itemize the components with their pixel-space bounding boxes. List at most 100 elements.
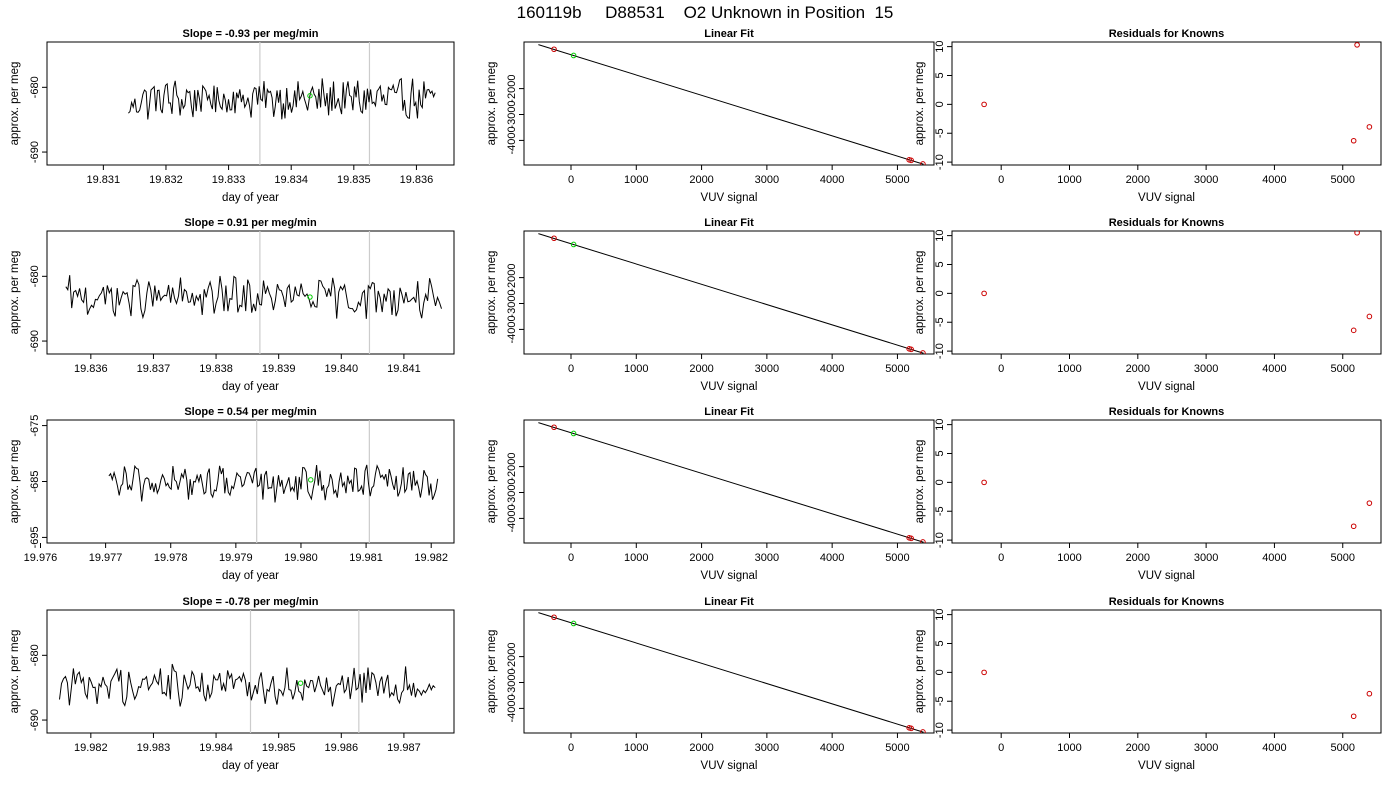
known-point [1366,690,1373,697]
panel-time-series-row-2: Slope = 0.91 per meg/min 19.836 19.837 19.8… [9,217,455,393]
x-tick-label: 3000 [1194,742,1218,754]
y-tick-label: -685 [29,470,41,492]
x-tick-label: 2000 [689,742,713,754]
x-tick-label: 4000 [820,742,844,754]
fit-line [538,233,924,354]
panel-title: Linear Fit [704,596,754,608]
x-tick-label: 4000 [1262,742,1286,754]
x-axis-label: VUV signal [701,192,758,204]
x-axis-label: day of year [222,760,279,772]
plot-frame [523,41,935,166]
x-tick-label: 5000 [885,174,909,186]
x-tick-label: 19.839 [262,363,296,375]
panel-time-series-row-1: Slope = -0.93 per meg/min 19.831 19.832 19.… [9,28,455,204]
x-tick-label: 19.840 [324,363,358,375]
plot-area [981,231,1373,334]
x-tick-label: 4000 [820,552,844,564]
x-tick-label: 3000 [755,742,779,754]
y-axis-label: approx. per meg [486,251,498,335]
fit-line [538,612,924,733]
x-axis-label: day of year [222,192,279,204]
plot-area [981,479,1373,530]
x-tick-label: 19.982 [74,742,108,754]
x-tick-label: 4000 [1262,363,1286,375]
known-point [920,729,926,733]
plot-area [538,44,926,165]
x-tick-label: 5000 [885,552,909,564]
known-point [920,350,926,354]
x-tick-label: 19.983 [137,742,171,754]
x-tick-label: 2000 [689,363,713,375]
y-tick-label: -10 [934,343,946,359]
known-point [981,101,987,108]
x-tick-label: 5000 [885,742,909,754]
y-axis-label: approx. per meg [9,440,21,524]
unknown-marker [307,294,313,300]
y-tick-label: -10 [934,154,946,170]
x-axis-label: VUV signal [1138,760,1195,772]
known-point [1366,313,1373,320]
known-point [908,157,914,164]
panel-residuals-row-1: Residuals for Knowns 0 1000 2000 3000 4000 500… [914,28,1382,204]
x-tick-label: 5000 [885,363,909,375]
x-tick-label: 19.838 [199,363,233,375]
known-point [1350,523,1357,530]
x-tick-label: 19.977 [89,552,123,564]
plot-frame [46,41,455,166]
y-tick-label: -3000 [506,289,518,317]
known-point [551,614,557,621]
y-tick-label: -675 [29,415,41,437]
known-point [920,161,926,165]
y-tick-label: 10 [934,40,946,52]
x-tick-label: 1000 [624,363,648,375]
x-tick-label: 3000 [1194,174,1218,186]
x-axis-label: day of year [222,570,279,582]
y-tick-label: -2000 [506,75,518,103]
known-point [981,479,987,486]
x-tick-label: 19.982 [414,552,448,564]
known-point [1366,124,1373,130]
known-point [920,539,926,543]
panel-title: Slope = 0.91 per meg/min [184,217,317,229]
known-point [551,46,557,53]
unknown-point [570,430,577,437]
x-tick-label: 4000 [1262,552,1286,564]
y-tick-label: 10 [934,418,946,430]
x-tick-label: 19.831 [87,174,121,186]
unknown-point [570,241,577,248]
x-tick-label: 3000 [755,174,779,186]
panel-linear-fit-row-1: Linear Fit 0 1000 2000 3000 4000 5000 -2000-300… [486,28,935,204]
y-axis-label: approx. per meg [914,630,926,714]
known-point [551,235,557,242]
x-axis-label: VUV signal [1138,381,1195,393]
plot-frame [46,419,455,544]
known-point [551,424,557,431]
y-axis-label: approx. per meg [486,62,498,146]
unknown-point [570,52,577,59]
x-tick-label: 19.978 [154,552,188,564]
y-tick-label: -680 [29,265,41,287]
x-tick-label: 2000 [1126,363,1150,375]
x-tick-label: 19.837 [137,363,171,375]
y-axis-label: approx. per meg [914,440,926,524]
y-tick-label: -3000 [506,100,518,128]
panel-residuals-row-3: Residuals for Knowns 0 1000 2000 3000 4000 500… [914,406,1382,582]
plot-frame [951,419,1382,544]
y-tick-label: 10 [934,229,946,241]
y-axis-label: approx. per meg [914,251,926,335]
x-tick-label: 0 [998,174,1004,186]
x-tick-label: 19.841 [387,363,421,375]
plot-frame [46,230,455,355]
y-tick-label: 10 [934,608,946,620]
x-axis-label: VUV signal [701,570,758,582]
x-tick-label: 19.836 [400,174,434,186]
x-tick-label: 1000 [624,552,648,564]
panel-linear-fit-row-2: Linear Fit 0 1000 2000 3000 4000 5000 -2000-300… [486,217,935,393]
x-tick-label: 4000 [820,174,844,186]
panel-title: Residuals for Knowns [1109,217,1225,229]
x-tick-label: 2000 [1126,742,1150,754]
panel-title: Slope = 0.54 per meg/min [184,406,317,418]
x-tick-label: 2000 [1126,552,1150,564]
y-tick-label: -3000 [506,478,518,506]
